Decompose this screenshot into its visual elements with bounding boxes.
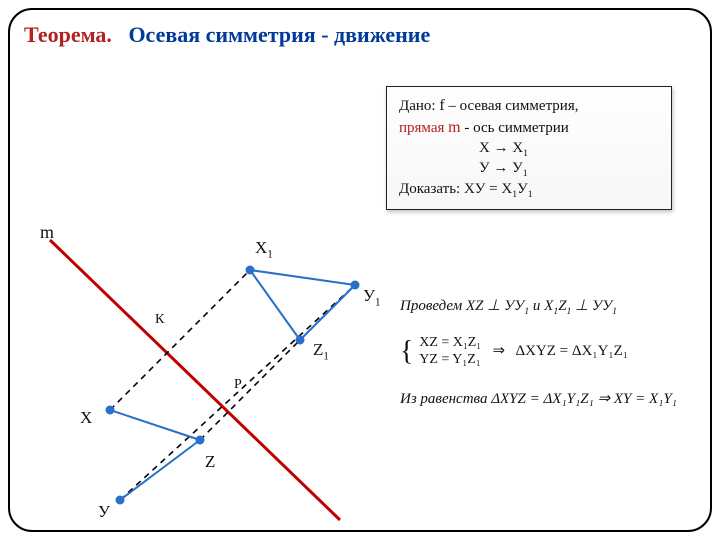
- diagram-svg: [20, 190, 400, 530]
- given-line-1: Дано: f – осевая симметрия,: [399, 95, 659, 117]
- slide-title: Теорема. Осевая симметрия - движение: [24, 22, 430, 48]
- label-Z1: Z1: [313, 340, 329, 360]
- label-P: Р: [234, 377, 242, 393]
- label-X1: Х1: [255, 238, 273, 258]
- proof-block: Проведем XZ ⊥ УУ1 и X1Z1 ⊥ УУ1 { XZ = X₁…: [400, 296, 710, 428]
- brace-icon: {: [400, 345, 413, 359]
- label-Y: У: [98, 502, 110, 522]
- label-Z: Z: [205, 452, 215, 472]
- given-line-5: Доказать: ХУ = Х1У1: [399, 179, 659, 199]
- title-blue: Осевая симметрия - движение: [128, 22, 430, 47]
- system-lhs: XZ = X₁Z₁ YZ = Y₁Z₁: [419, 335, 481, 369]
- geometry-diagram: Х1 У1 Z1 К Р Х Z У: [20, 190, 400, 530]
- proof-system: { XZ = X₁Z₁ YZ = Y₁Z₁ ⇒ ΔXYZ = ΔX₁Y₁Z₁: [400, 335, 710, 369]
- proof-line-3: Из равенства ΔXYZ = ΔX₁Y₁Z₁ ⇒ XY = X₁Y₁: [400, 389, 710, 408]
- title-red: Теорема.: [24, 22, 112, 47]
- given-box: Дано: f – осевая симметрия, прямая m - о…: [386, 86, 672, 210]
- label-Y1: У1: [363, 286, 381, 306]
- given-line-3: Х → Х1: [479, 138, 659, 158]
- given-line-2: прямая m - ось симметрии: [399, 117, 659, 139]
- label-X: Х: [80, 408, 92, 428]
- proof-line-1: Проведем XZ ⊥ УУ1 и X1Z1 ⊥ УУ1: [400, 296, 710, 315]
- given-line-4: У → У1: [479, 158, 659, 178]
- label-K: К: [155, 312, 164, 328]
